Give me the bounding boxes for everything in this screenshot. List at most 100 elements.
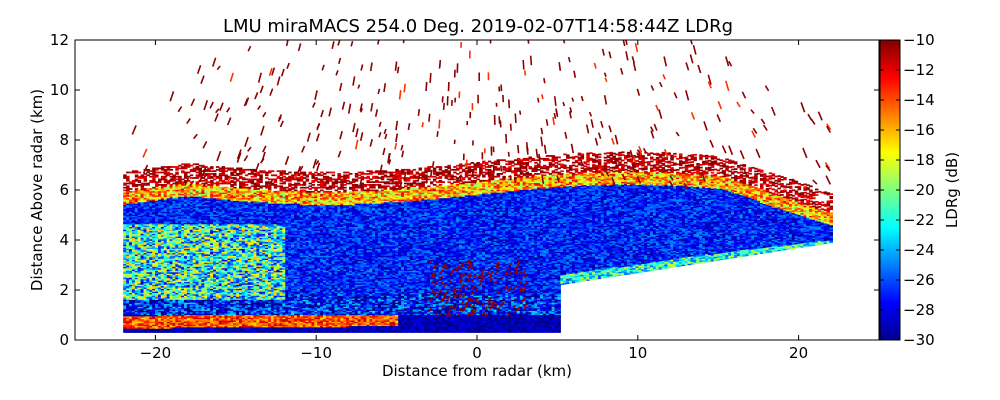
radar-cell xyxy=(152,276,156,278)
radar-cell xyxy=(195,168,200,171)
radar-cell xyxy=(131,196,136,199)
radar-cell xyxy=(155,208,159,211)
radar-cell xyxy=(184,250,188,252)
radar-cell xyxy=(213,188,217,190)
radar-cell xyxy=(134,274,139,277)
radar-cell xyxy=(175,245,179,248)
radar-cell xyxy=(140,204,145,207)
radar-cell xyxy=(210,263,214,266)
radar-cell xyxy=(137,229,142,232)
radar-cell xyxy=(213,210,217,212)
radar-cell xyxy=(195,177,200,179)
radar-cell xyxy=(169,232,174,234)
radar-cell xyxy=(126,215,130,218)
radar-cell xyxy=(195,255,200,258)
radar-cell xyxy=(160,256,165,259)
radar-cell xyxy=(195,305,200,307)
radar-cell xyxy=(201,258,205,260)
radar-cell xyxy=(207,289,211,292)
radar-cell xyxy=(146,292,150,295)
radar-cell xyxy=(201,313,205,316)
radar-cell xyxy=(215,281,220,284)
radar-cell xyxy=(140,222,145,225)
radar-cell xyxy=(181,261,185,263)
radar-cell xyxy=(195,288,200,291)
radar-cell xyxy=(155,192,159,195)
radar-cell xyxy=(215,212,220,215)
radar-cell xyxy=(189,168,194,171)
radar-cell xyxy=(189,199,194,201)
radar-cell xyxy=(160,208,165,211)
radar-cell xyxy=(195,256,200,259)
radar-cell xyxy=(215,217,220,219)
radar-cell xyxy=(181,280,185,283)
radar-cell xyxy=(178,219,182,222)
radar-cell xyxy=(204,281,208,284)
radar-cell xyxy=(195,222,200,225)
radar-cell xyxy=(126,327,130,329)
radar-cell xyxy=(204,284,208,287)
radar-cell xyxy=(207,206,211,208)
radar-cell xyxy=(178,248,182,251)
radar-cell xyxy=(178,321,182,324)
radar-cell xyxy=(143,298,147,300)
radar-cell xyxy=(166,179,171,182)
radar-cell xyxy=(189,321,194,324)
radar-cell xyxy=(160,296,165,299)
radar-cell xyxy=(140,184,145,186)
radar-cell xyxy=(189,223,194,226)
radar-cell xyxy=(140,174,145,177)
radar-cell xyxy=(175,255,179,258)
radar-cell xyxy=(129,288,133,291)
radar-cell xyxy=(149,173,153,175)
radar-cell xyxy=(155,317,159,320)
radar-cell xyxy=(152,277,156,280)
radar-cell xyxy=(186,219,191,222)
radar-cell xyxy=(186,218,191,221)
radar-cell xyxy=(178,222,182,225)
radar-cell xyxy=(126,204,130,207)
radar-cell xyxy=(207,259,211,262)
radar-cell xyxy=(149,261,153,263)
radar-cell xyxy=(201,229,205,232)
radar-cell xyxy=(204,321,208,324)
radar-cell xyxy=(134,305,139,307)
radar-cell xyxy=(146,327,150,329)
radar-cell xyxy=(189,189,194,192)
radar-cell xyxy=(210,175,214,178)
radar-cell xyxy=(126,263,130,266)
radar-cell xyxy=(158,270,162,273)
radar-cell xyxy=(155,327,159,329)
radar-cell xyxy=(184,201,188,204)
radar-cell xyxy=(184,321,188,324)
radar-cell xyxy=(184,199,188,201)
radar-cell xyxy=(195,276,200,278)
radar-cell xyxy=(123,212,127,215)
radar-cell xyxy=(204,277,208,280)
radar-cell xyxy=(186,207,191,210)
radar-cell xyxy=(201,303,205,306)
radar-cell xyxy=(189,281,194,284)
radar-cell xyxy=(123,287,127,289)
radar-cell xyxy=(221,262,226,265)
radar-cell xyxy=(169,229,174,232)
radar-cell xyxy=(126,221,130,223)
radar-cell xyxy=(175,217,179,219)
radar-cell xyxy=(198,317,202,320)
radar-cell xyxy=(126,252,130,255)
radar-cell xyxy=(152,190,156,193)
radar-cell xyxy=(189,221,194,223)
radar-cell xyxy=(134,190,139,193)
radar-cell xyxy=(224,317,228,320)
radar-cell xyxy=(218,303,223,306)
radar-cell xyxy=(166,254,171,256)
radar-cell xyxy=(129,329,133,332)
radar-cell xyxy=(146,306,150,309)
radar-cell xyxy=(184,234,188,237)
radar-cell xyxy=(201,234,205,237)
radar-cell xyxy=(146,272,150,274)
radar-cell xyxy=(169,196,174,199)
radar-cell xyxy=(158,178,162,181)
radar-cell xyxy=(137,254,142,256)
radar-cell xyxy=(169,273,174,276)
